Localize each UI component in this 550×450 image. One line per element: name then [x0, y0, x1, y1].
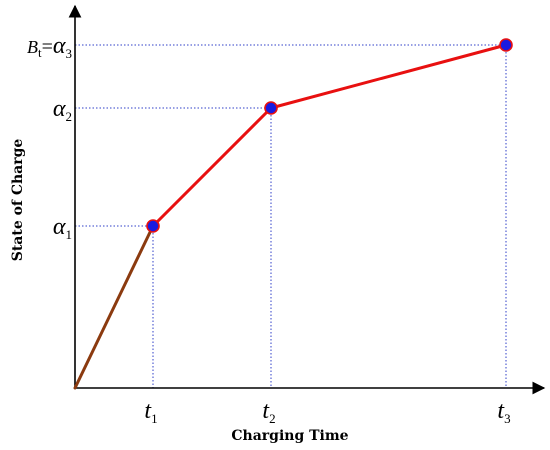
curve-segment-1: [73, 224, 155, 390]
x-tick-3: t3: [497, 398, 510, 426]
curve-segment-3: [269, 43, 508, 110]
curve-markers: [146, 38, 513, 233]
y-tick-labels: α1 α2 Bt=α3: [27, 33, 72, 242]
charge-curve: [73, 43, 508, 390]
data-point-1: [146, 219, 160, 233]
data-point-2: [264, 101, 278, 115]
y-tick-1: α1: [53, 214, 72, 242]
x-axis-label: Charging Time: [231, 428, 348, 444]
y-axis-label: State of Charge: [10, 139, 26, 262]
guide-lines: [75, 44, 507, 388]
x-tick-2: t2: [262, 398, 275, 426]
y-tick-3: Bt=α3: [27, 33, 72, 61]
y-tick-2: α2: [53, 96, 72, 124]
data-point-3: [499, 38, 513, 52]
x-tick-1: t1: [144, 398, 157, 426]
curve-segment-2: [151, 106, 273, 228]
x-tick-labels: t1 t2 t3: [144, 398, 510, 426]
